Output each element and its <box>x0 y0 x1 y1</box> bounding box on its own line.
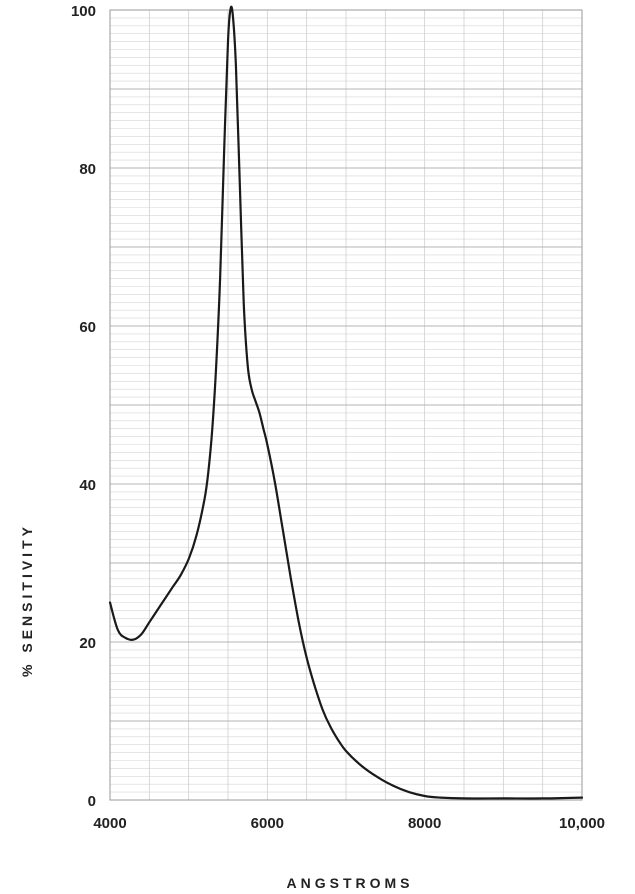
y-tick-label: 0 <box>88 793 96 810</box>
x-axis-title: ANGSTROMS <box>287 875 414 891</box>
x-tick-label: 8000 <box>408 815 441 832</box>
y-axis-ticks: 0 20 40 60 80 100 <box>71 3 96 810</box>
y-axis-title: % SENSITIVITY <box>19 523 35 677</box>
y-tick-label: 40 <box>79 477 96 494</box>
x-axis-ticks: 4000 6000 8000 10,000 <box>93 815 605 832</box>
y-tick-label: 60 <box>79 319 96 336</box>
sensitivity-curve <box>108 5 584 800</box>
y-tick-label: 80 <box>79 161 96 178</box>
x-tick-label: 4000 <box>93 815 126 832</box>
x-tick-label: 10,000 <box>559 815 605 832</box>
plot-frame <box>109 9 583 801</box>
minor-gridlines <box>110 10 582 800</box>
x-tick-label: 6000 <box>251 815 284 832</box>
y-tick-label: 20 <box>79 635 96 652</box>
y-tick-label: 100 <box>71 3 96 20</box>
major-gridlines <box>110 88 582 722</box>
